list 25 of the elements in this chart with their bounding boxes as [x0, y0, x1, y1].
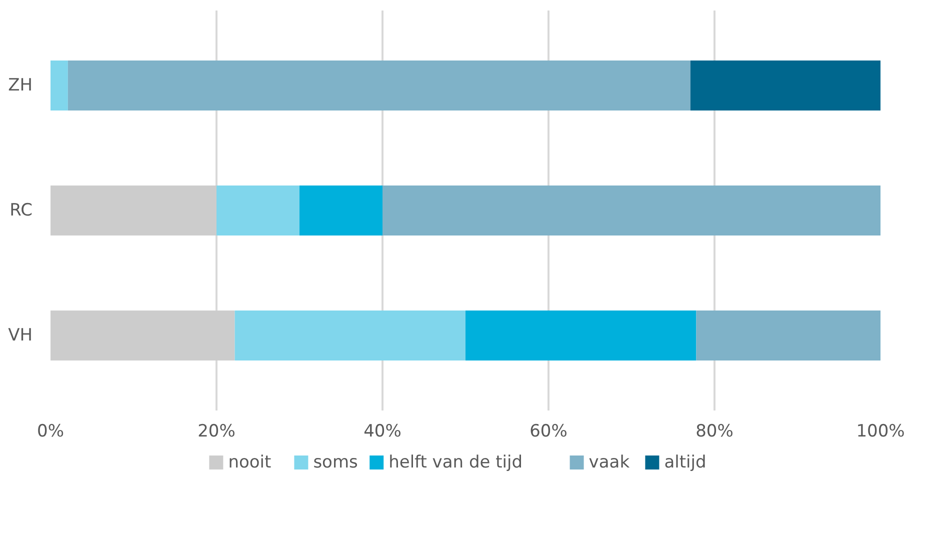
x-tick-label: 0% [37, 422, 64, 442]
y-tick-label: VH [8, 326, 33, 346]
y-tick-label: ZH [8, 76, 33, 96]
bar [696, 310, 880, 360]
y-tick-label: RC [10, 200, 33, 220]
x-tick-label: 40% [364, 422, 402, 442]
bar [50, 60, 68, 110]
bar [50, 310, 235, 360]
bar [382, 186, 880, 236]
legend-label: soms [313, 452, 358, 472]
legend-label: vaak [588, 452, 630, 472]
bar [234, 310, 466, 360]
legend-label: nooit [228, 452, 272, 472]
x-tick-label: 60% [530, 422, 568, 442]
bar [300, 186, 382, 236]
x-tick-label: 100% [856, 422, 905, 442]
x-tick-label: 80% [696, 422, 734, 442]
bar [216, 186, 300, 236]
legend-label: altijd [664, 452, 706, 472]
bar [50, 186, 216, 236]
bar [466, 310, 696, 360]
legend-label: helft van de tijd [388, 452, 523, 472]
bar [68, 60, 690, 110]
x-tick-label: 20% [198, 422, 236, 442]
bar [690, 60, 880, 110]
